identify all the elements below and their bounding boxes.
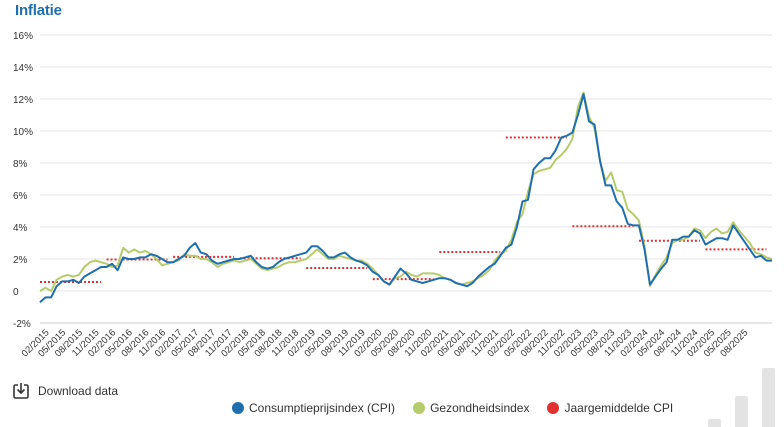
- legend-item-jaargemiddelde[interactable]: Jaargemiddelde CPI: [547, 401, 673, 415]
- y-tick-label: 6%: [13, 191, 28, 202]
- legend-item-gezondheidsindex[interactable]: Gezondheidsindex: [413, 401, 529, 415]
- download-icon: [13, 383, 29, 399]
- series-line-gezondheidsindex: [39, 91, 773, 292]
- y-tick-label: 16%: [13, 31, 33, 42]
- download-data-label: Download data: [38, 384, 119, 398]
- decorative-bar: [735, 396, 748, 427]
- y-tick-label: 8%: [13, 159, 28, 170]
- legend-label-gezondheidsindex: Gezondheidsindex: [430, 401, 530, 415]
- legend-label-jaargemiddelde: Jaargemiddelde CPI: [564, 401, 674, 415]
- y-tick-label: 14%: [13, 63, 33, 74]
- inflation-line-chart: -2%02%4%6%8%10%12%14%16%02/201505/201508…: [13, 31, 773, 359]
- legend-marker-gezondheidsindex: [413, 402, 426, 414]
- series-line-cpi: [39, 93, 772, 303]
- y-tick-label: 0: [13, 287, 19, 298]
- y-tick-label: 2%: [13, 255, 28, 266]
- decorative-bar: [708, 419, 721, 427]
- legend-marker-jaargemiddelde: [547, 402, 560, 414]
- y-tick-label: 4%: [13, 223, 28, 234]
- y-tick-label: 10%: [13, 127, 33, 138]
- y-tick-label: 12%: [13, 95, 33, 106]
- chart-title: Inflatie: [15, 2, 62, 19]
- legend-label-cpi: Consumptieprijsindex (CPI): [249, 401, 396, 415]
- download-data-button[interactable]: Download data: [12, 382, 118, 400]
- chart-legend: Consumptieprijsindex (CPI) Gezondheidsin…: [232, 401, 673, 415]
- decorative-bar: [762, 368, 775, 427]
- legend-item-cpi[interactable]: Consumptieprijsindex (CPI): [232, 401, 395, 415]
- legend-marker-cpi: [232, 402, 244, 414]
- y-tick-label: -2%: [13, 319, 31, 330]
